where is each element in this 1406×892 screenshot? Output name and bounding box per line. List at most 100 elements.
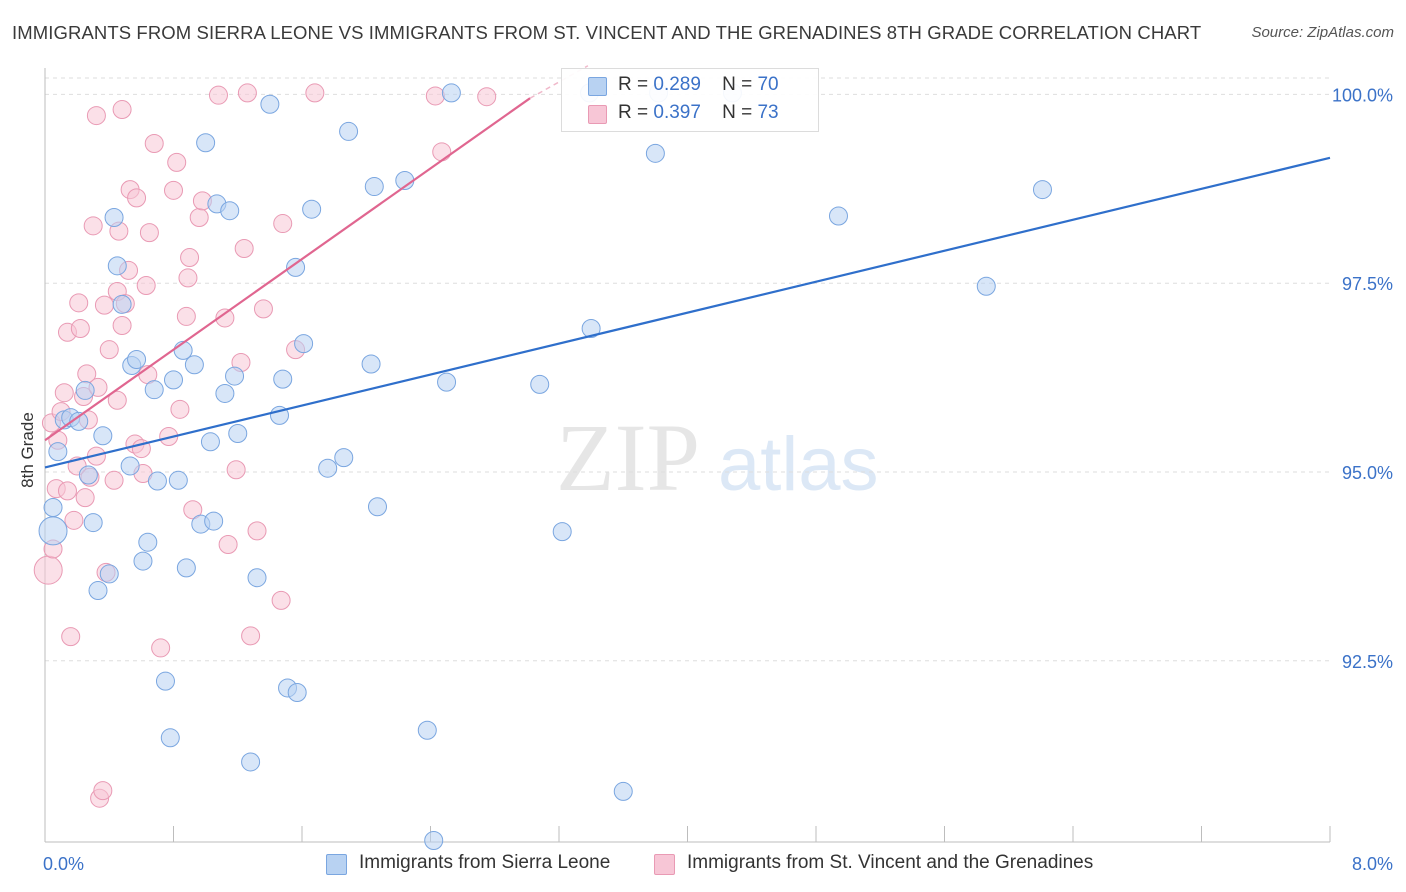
data-point-st-vincent — [218, 534, 238, 554]
data-point-st-vincent — [425, 86, 445, 106]
data-point-sierra-leone — [147, 471, 167, 491]
data-point-sierra-leone — [75, 380, 95, 400]
data-point-st-vincent — [253, 299, 273, 319]
legend-r-label: R = — [618, 74, 649, 95]
data-point-sierra-leone — [133, 551, 153, 571]
data-point-sierra-leone — [339, 121, 359, 141]
data-point-sierra-leone — [204, 511, 224, 531]
data-point-st-vincent — [305, 83, 325, 103]
data-point-st-vincent — [167, 152, 187, 172]
data-point-sierra-leone — [99, 564, 119, 584]
data-point-sierra-leone — [318, 458, 338, 478]
data-point-st-vincent — [104, 470, 124, 490]
legend-n-value: 70 — [757, 74, 779, 95]
data-point-st-vincent — [69, 293, 89, 313]
data-point-sierra-leone — [273, 369, 293, 389]
data-point-st-vincent — [176, 306, 196, 326]
data-point-sierra-leone — [78, 465, 98, 485]
legend-item-label: Immigrants from Sierra Leone — [359, 852, 611, 873]
data-point-st-vincent — [241, 626, 261, 646]
data-point-sierra-leone — [176, 558, 196, 578]
y-tick-label: 97.5% — [1342, 274, 1393, 294]
data-point-st-vincent — [164, 180, 183, 200]
source-credit: Source: ZipAtlas.com — [1251, 24, 1394, 41]
data-point-st-vincent — [70, 319, 90, 339]
data-point-sierra-leone — [164, 370, 183, 390]
data-point-st-vincent — [64, 510, 84, 530]
data-point-sierra-leone — [1032, 180, 1052, 200]
correlation-legend: R = 0.289 N = 70 R = 0.397 N = 73 — [561, 68, 819, 132]
data-point-st-vincent — [94, 295, 114, 315]
data-point-st-vincent — [183, 500, 203, 520]
y-tick-label: 100.0% — [1332, 85, 1393, 105]
data-point-st-vincent — [127, 188, 147, 208]
data-point-sierra-leone — [417, 720, 437, 740]
data-point-st-vincent — [273, 214, 293, 234]
data-point-sierra-leone — [138, 532, 158, 552]
data-point-st-vincent — [112, 100, 132, 120]
data-point-sierra-leone — [260, 94, 280, 114]
data-point-st-vincent — [144, 134, 164, 154]
data-point-st-vincent — [93, 781, 113, 801]
data-point-sierra-leone — [93, 426, 113, 446]
data-point-st-vincent — [151, 638, 171, 658]
series-st-vincent-points — [33, 83, 497, 808]
data-point-st-vincent — [99, 340, 119, 360]
data-point-sierra-leone — [581, 319, 601, 339]
data-point-st-vincent — [234, 238, 254, 258]
data-point-st-vincent — [271, 590, 291, 610]
legend-r-value: 0.397 — [653, 102, 701, 123]
data-point-sierra-leone — [215, 383, 235, 403]
data-point-st-vincent — [61, 627, 81, 647]
data-point-sierra-leone — [107, 256, 127, 276]
axes — [44, 68, 1331, 843]
data-point-st-vincent — [112, 315, 132, 335]
data-point-sierra-leone — [334, 448, 354, 468]
legend-swatch-pink — [654, 854, 675, 875]
data-point-sierra-leone — [287, 682, 307, 702]
legend-n-label: N = — [722, 74, 753, 95]
data-point-st-vincent — [136, 275, 156, 295]
tick-labels: 92.5% 95.0% 97.5% 100.0% 0.0% 8.0% — [43, 85, 1393, 874]
data-point-sierra-leone — [976, 276, 996, 296]
data-point-sierra-leone — [302, 199, 322, 219]
y-tick-label: 95.0% — [1342, 463, 1393, 483]
watermark: ZIP atlas — [556, 404, 879, 511]
data-point-sierra-leone — [364, 177, 384, 197]
data-point-st-vincent — [170, 399, 190, 419]
data-point-sierra-leone — [361, 354, 381, 374]
data-point-st-vincent — [107, 390, 127, 410]
series-sierra-leone-points — [38, 83, 1052, 850]
data-point-sierra-leone — [228, 423, 248, 443]
y-tick-label: 92.5% — [1342, 652, 1393, 672]
data-point-sierra-leone — [88, 581, 108, 601]
data-point-sierra-leone — [367, 497, 387, 517]
data-point-sierra-leone — [83, 513, 103, 533]
legend-r-value: 0.289 — [653, 74, 701, 95]
data-point-st-vincent — [477, 87, 497, 107]
data-point-st-vincent — [226, 460, 246, 480]
legend-swatch-blue — [326, 854, 347, 875]
watermark-zip: ZIP — [556, 404, 700, 511]
data-point-sierra-leone — [127, 349, 147, 369]
trend-line-st-vincent — [44, 97, 531, 442]
data-point-sierra-leone — [48, 442, 68, 462]
data-point-st-vincent — [237, 83, 257, 103]
data-point-sierra-leone — [168, 470, 188, 490]
data-point-sierra-leone — [247, 568, 267, 588]
data-point-st-vincent — [33, 555, 63, 585]
data-point-sierra-leone — [530, 374, 550, 394]
data-point-sierra-leone — [424, 830, 444, 850]
data-point-sierra-leone — [196, 133, 216, 153]
data-point-st-vincent — [247, 521, 267, 541]
data-point-sierra-leone — [613, 781, 633, 801]
x-tick-label: 8.0% — [1352, 854, 1393, 874]
data-point-sierra-leone — [225, 366, 245, 386]
data-point-sierra-leone — [120, 456, 140, 476]
data-point-sierra-leone — [38, 516, 68, 546]
watermark-atlas: atlas — [718, 422, 879, 507]
data-point-st-vincent — [86, 106, 106, 126]
data-point-sierra-leone — [294, 334, 314, 354]
data-point-sierra-leone — [104, 208, 124, 228]
data-point-sierra-leone — [69, 411, 89, 431]
